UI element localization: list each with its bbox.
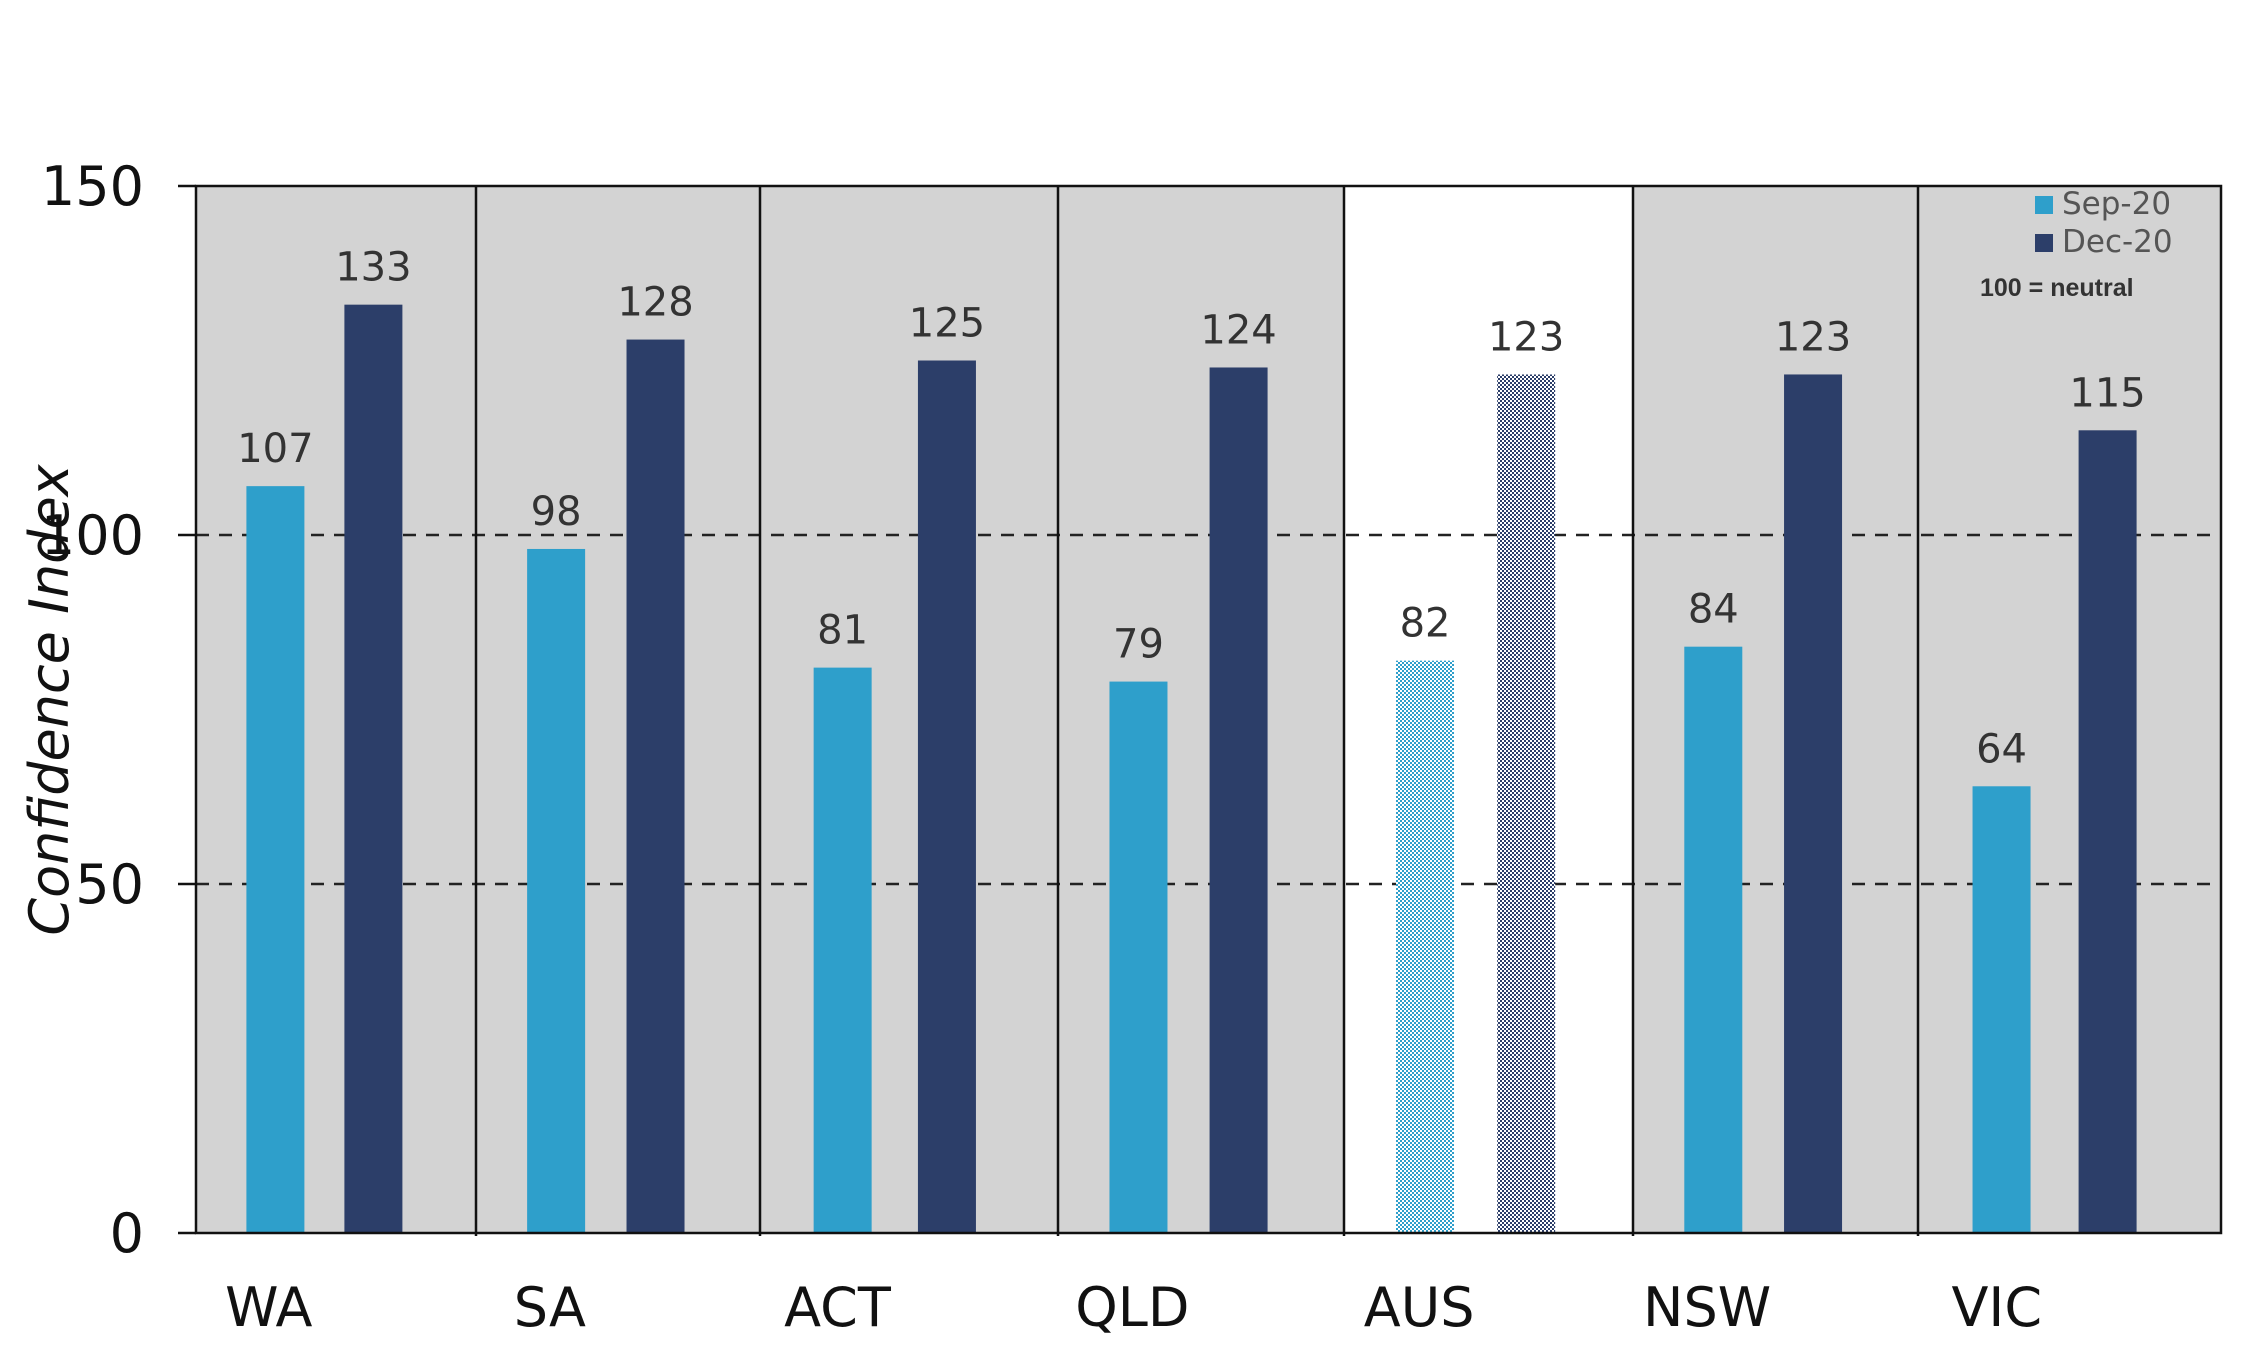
legend-label-dec-20: Dec-20 — [2062, 224, 2173, 260]
y-tick-label-50: 50 — [75, 853, 144, 916]
bar-wa-sep-20 — [246, 486, 305, 1233]
panel-wa — [196, 186, 476, 1233]
bar-vic-sep-20 — [1972, 786, 2031, 1233]
value-label-vic-dec-20: 115 — [2069, 370, 2145, 416]
category-label-vic: VIC — [1951, 1276, 2042, 1339]
value-label-aus-sep-20: 82 — [1400, 601, 1451, 647]
value-label-qld-dec-20: 124 — [1200, 307, 1276, 353]
category-label-wa: WA — [225, 1276, 312, 1339]
value-label-nsw-dec-20: 123 — [1775, 314, 1851, 360]
y-axis-title: Confidence Index — [18, 463, 81, 935]
y-tick-label-100: 100 — [41, 504, 144, 567]
category-label-act: ACT — [784, 1276, 892, 1339]
bar-sa-sep-20 — [527, 548, 586, 1233]
category-label-aus: AUS — [1364, 1276, 1475, 1339]
value-label-vic-sep-20: 64 — [1976, 726, 2027, 772]
panel-sa — [476, 186, 760, 1233]
bar-act-dec-20 — [917, 360, 976, 1233]
panel-aus — [1344, 186, 1633, 1233]
bar-nsw-sep-20 — [1684, 646, 1743, 1233]
value-labels: 107 133 98 128 81 125 79 124 82 123 84 123 64 115 — [237, 245, 2146, 773]
bar-vic-dec-20 — [2078, 430, 2137, 1233]
axes: WA SA ACT QLD AUS NSW VIC 0 50 100 150 Confidence I… — [18, 155, 2223, 1339]
bar-aus-dec-20 — [1497, 374, 1556, 1234]
plot-frame — [194, 184, 2223, 1235]
bar-act-sep-20 — [813, 667, 872, 1233]
bars — [246, 304, 2137, 1234]
category-label-sa: SA — [514, 1276, 586, 1339]
legend-swatch-dec-20 — [2035, 234, 2053, 252]
value-label-act-dec-20: 125 — [909, 301, 985, 347]
bar-aus-sep-20 — [1396, 660, 1455, 1233]
legend-swatch-sep-20 — [2035, 196, 2053, 214]
bar-sa-dec-20 — [626, 339, 685, 1233]
bar-qld-dec-20 — [1209, 367, 1268, 1234]
value-label-qld-sep-20: 79 — [1113, 622, 1164, 668]
panel-vic — [1918, 186, 2221, 1233]
value-label-nsw-sep-20: 84 — [1688, 587, 1739, 633]
panel-dividers — [474, 186, 1920, 1236]
value-label-wa-dec-20: 133 — [335, 245, 411, 291]
category-label-qld: QLD — [1075, 1276, 1189, 1339]
value-label-act-sep-20: 81 — [817, 608, 868, 654]
value-label-aus-dec-20: 123 — [1488, 314, 1564, 360]
bar-nsw-dec-20 — [1784, 374, 1843, 1234]
value-label-sa-dec-20: 128 — [617, 280, 693, 326]
panel-qld — [1058, 186, 1344, 1233]
y-tick-label-0: 0 — [110, 1202, 144, 1265]
bar-wa-dec-20 — [344, 304, 403, 1233]
bar-qld-sep-20 — [1109, 681, 1168, 1233]
panel-nsw — [1633, 186, 1918, 1233]
value-label-wa-sep-20: 107 — [237, 426, 313, 472]
neutral-annotation: 100 = neutral — [1980, 274, 2134, 302]
y-tick-label-150: 150 — [41, 155, 144, 218]
category-label-nsw: NSW — [1643, 1276, 1771, 1339]
legend-label-sep-20: Sep-20 — [2062, 186, 2171, 222]
reference-lines — [196, 533, 2221, 886]
panel-act — [760, 186, 1058, 1233]
category-panels — [196, 186, 2221, 1233]
value-label-sa-sep-20: 98 — [531, 489, 582, 535]
